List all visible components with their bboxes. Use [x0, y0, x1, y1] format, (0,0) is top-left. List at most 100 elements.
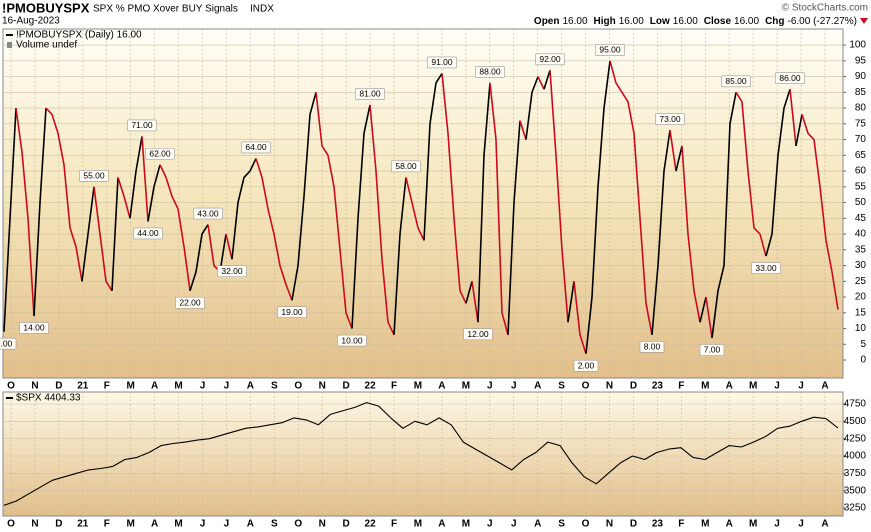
line-segment: [705, 296, 713, 339]
value-label: 44.00: [137, 228, 159, 238]
value-label-box: [127, 119, 157, 132]
x-tick-label: D: [55, 381, 62, 392]
value-label: 62.00: [149, 149, 171, 159]
x-tick-label: A: [151, 519, 158, 530]
x-tick-label: M: [414, 381, 422, 392]
x-tick-label: N: [31, 519, 38, 530]
x-tick-label: D: [630, 381, 637, 392]
x-tick-label: A: [247, 381, 254, 392]
y-tick-label: 4250: [844, 433, 867, 444]
x-tick-label: J: [224, 381, 230, 392]
quote-value: 16.00: [734, 16, 759, 27]
x-tick-label: O: [582, 519, 590, 530]
value-label-box: [535, 53, 565, 66]
x-tick-label: O: [7, 519, 15, 530]
line-segment: [489, 82, 509, 336]
line-segment: [651, 129, 671, 335]
x-tick-label: A: [438, 519, 445, 530]
line-segment: [711, 92, 737, 339]
value-label-box: [175, 296, 205, 309]
y-tick-label: 45: [855, 213, 867, 224]
value-label-box: [193, 207, 223, 220]
line-segment: [549, 70, 569, 323]
note: Volume undef: [16, 40, 77, 51]
value-label: 8.00: [644, 342, 661, 352]
value-label-box: [573, 359, 599, 372]
y-tick-label: 70: [855, 134, 867, 145]
quote-label: Chg: [765, 16, 784, 27]
value-label: 85.00: [725, 76, 747, 86]
quote-value: 16.00: [673, 16, 698, 27]
line-segment: [141, 136, 149, 222]
value-label: 10.00: [341, 335, 363, 345]
value-label: 55.00: [83, 171, 105, 181]
y-tick-label: 4500: [844, 416, 867, 427]
x-tick-label: F: [104, 381, 110, 392]
value-label-box: [391, 160, 421, 173]
value-label: 12.00: [467, 329, 489, 339]
value-label-box: [19, 322, 49, 334]
value-label-box: [721, 75, 751, 88]
line-segment: [795, 114, 803, 147]
y-tick-label: 0: [860, 355, 866, 366]
x-tick-label: J: [798, 381, 804, 392]
y-tick-label: 15: [855, 307, 867, 318]
value-label-box: [775, 72, 805, 84]
value-label-box: [463, 328, 493, 341]
y-tick-label: 35: [855, 244, 867, 255]
line-segment: [15, 107, 35, 316]
line-segment: [33, 108, 47, 316]
value-label-box: [241, 141, 271, 154]
x-tick-label: M: [462, 519, 470, 530]
line-segment: [147, 164, 161, 222]
line-segment: [129, 136, 143, 219]
line-segment: [111, 177, 119, 291]
line-segment: [789, 89, 797, 146]
panel-background: [2, 28, 844, 379]
x-tick-label: O: [294, 519, 302, 530]
x-tick-label: S: [271, 519, 278, 530]
x-tick-label: J: [224, 519, 230, 530]
y-tick-label: 4750: [844, 399, 867, 410]
x-tick-label: 21: [77, 381, 89, 392]
x-tick-label: N: [319, 381, 326, 392]
x-tick-label: 22: [365, 519, 377, 530]
value-label: 81.00: [359, 89, 381, 99]
line-segment: [537, 76, 545, 90]
x-tick-label: J: [200, 381, 206, 392]
x-tick-label: 23: [652, 381, 664, 392]
y-tick-label: 80: [855, 103, 867, 114]
x-tick-label: M: [414, 519, 422, 530]
y-tick-label: 3250: [844, 503, 867, 514]
value-label: 19.00: [281, 307, 303, 317]
note-icon: [7, 42, 12, 48]
x-tick-label: J: [511, 519, 517, 530]
line-segment: [93, 186, 113, 292]
value-label-box: [79, 170, 109, 182]
exchange: INDX: [250, 4, 274, 15]
panel-background: [2, 391, 844, 517]
x-tick-label: J: [487, 381, 493, 392]
line-segment: [699, 296, 707, 323]
y-tick-label: 65: [855, 150, 867, 161]
x-tick-label: S: [558, 519, 565, 530]
x-tick-label: M: [127, 519, 135, 530]
value-label: 32.00: [221, 266, 243, 276]
value-label: 22.00: [179, 298, 201, 308]
legend-label: $SPX 4404.33: [16, 393, 81, 404]
x-tick-label: D: [630, 519, 637, 530]
y-tick-label: 10: [855, 323, 867, 334]
x-tick-label: A: [821, 381, 828, 392]
value-label: 7.00: [704, 345, 721, 355]
value-label: 95.00: [599, 45, 621, 55]
value-label-box: [699, 344, 725, 356]
line-segment: [351, 104, 371, 329]
x-tick-label: M: [174, 519, 182, 530]
x-tick-label: A: [821, 519, 828, 530]
value-label-box: [217, 265, 247, 278]
line-segment: [3, 108, 17, 332]
value-label-box: [355, 88, 385, 100]
line-segment: [507, 120, 521, 335]
x-tick-label: A: [534, 381, 541, 392]
